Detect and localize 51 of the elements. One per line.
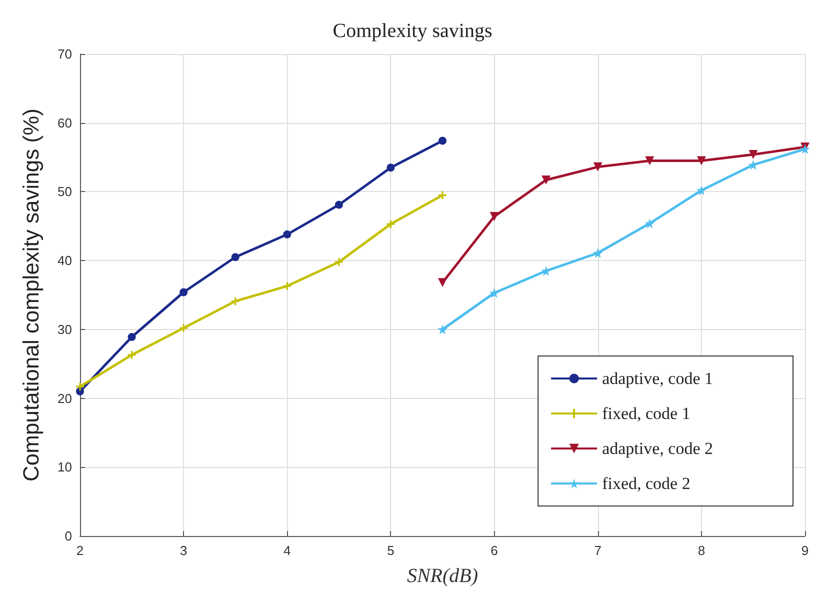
point <box>180 288 188 296</box>
y-tick-label: 30 <box>58 322 72 337</box>
y-tick-label: 20 <box>58 390 72 406</box>
x-tick-label: 9 <box>801 543 809 558</box>
point <box>490 212 499 222</box>
point <box>800 144 810 154</box>
y-tick-label: 0 <box>64 528 72 544</box>
x-tick-label: 8 <box>698 543 706 558</box>
point <box>438 324 448 334</box>
point <box>438 278 447 288</box>
x-tick-label: 7 <box>594 543 602 558</box>
legend-label: adaptive, code 1 <box>602 369 714 388</box>
y-tick-label: 70 <box>58 46 72 62</box>
point <box>386 164 395 172</box>
point <box>334 258 343 266</box>
point <box>283 282 292 290</box>
point <box>180 324 188 332</box>
point <box>231 297 240 306</box>
point <box>489 288 500 298</box>
chart-title: Complexity savings <box>332 20 492 42</box>
y-tick-label: 10 <box>58 460 72 475</box>
point <box>593 162 602 172</box>
x-tick-label: 6 <box>490 543 498 558</box>
x-tick-label: 4 <box>284 543 291 558</box>
legend-label: fixed, code 2 <box>602 474 690 493</box>
y-axis-title: Computational complexity savings (%) <box>18 108 44 482</box>
point <box>231 253 240 262</box>
x-tick-label: 2 <box>76 543 84 558</box>
x-axis-title: SNR(dB) <box>406 565 478 587</box>
point <box>386 220 395 228</box>
point <box>128 333 136 341</box>
point <box>283 230 292 238</box>
point <box>645 156 654 166</box>
point <box>334 200 343 209</box>
point <box>748 150 758 160</box>
y-tick-label: 50 <box>58 184 72 200</box>
point <box>592 248 603 258</box>
legend-label: adaptive, code 2 <box>602 439 714 458</box>
legend-label: fixed, code 1 <box>602 404 690 423</box>
x-tick-label: 5 <box>387 543 394 558</box>
point <box>76 382 84 391</box>
point <box>644 218 655 228</box>
y-tick-label: 60 <box>58 115 72 130</box>
point <box>438 136 446 145</box>
point <box>438 191 446 200</box>
point <box>542 176 551 185</box>
point <box>696 156 706 166</box>
point <box>696 185 706 196</box>
y-tick-label: 40 <box>58 253 72 268</box>
x-tick-label: 3 <box>180 543 188 558</box>
point <box>128 350 136 359</box>
